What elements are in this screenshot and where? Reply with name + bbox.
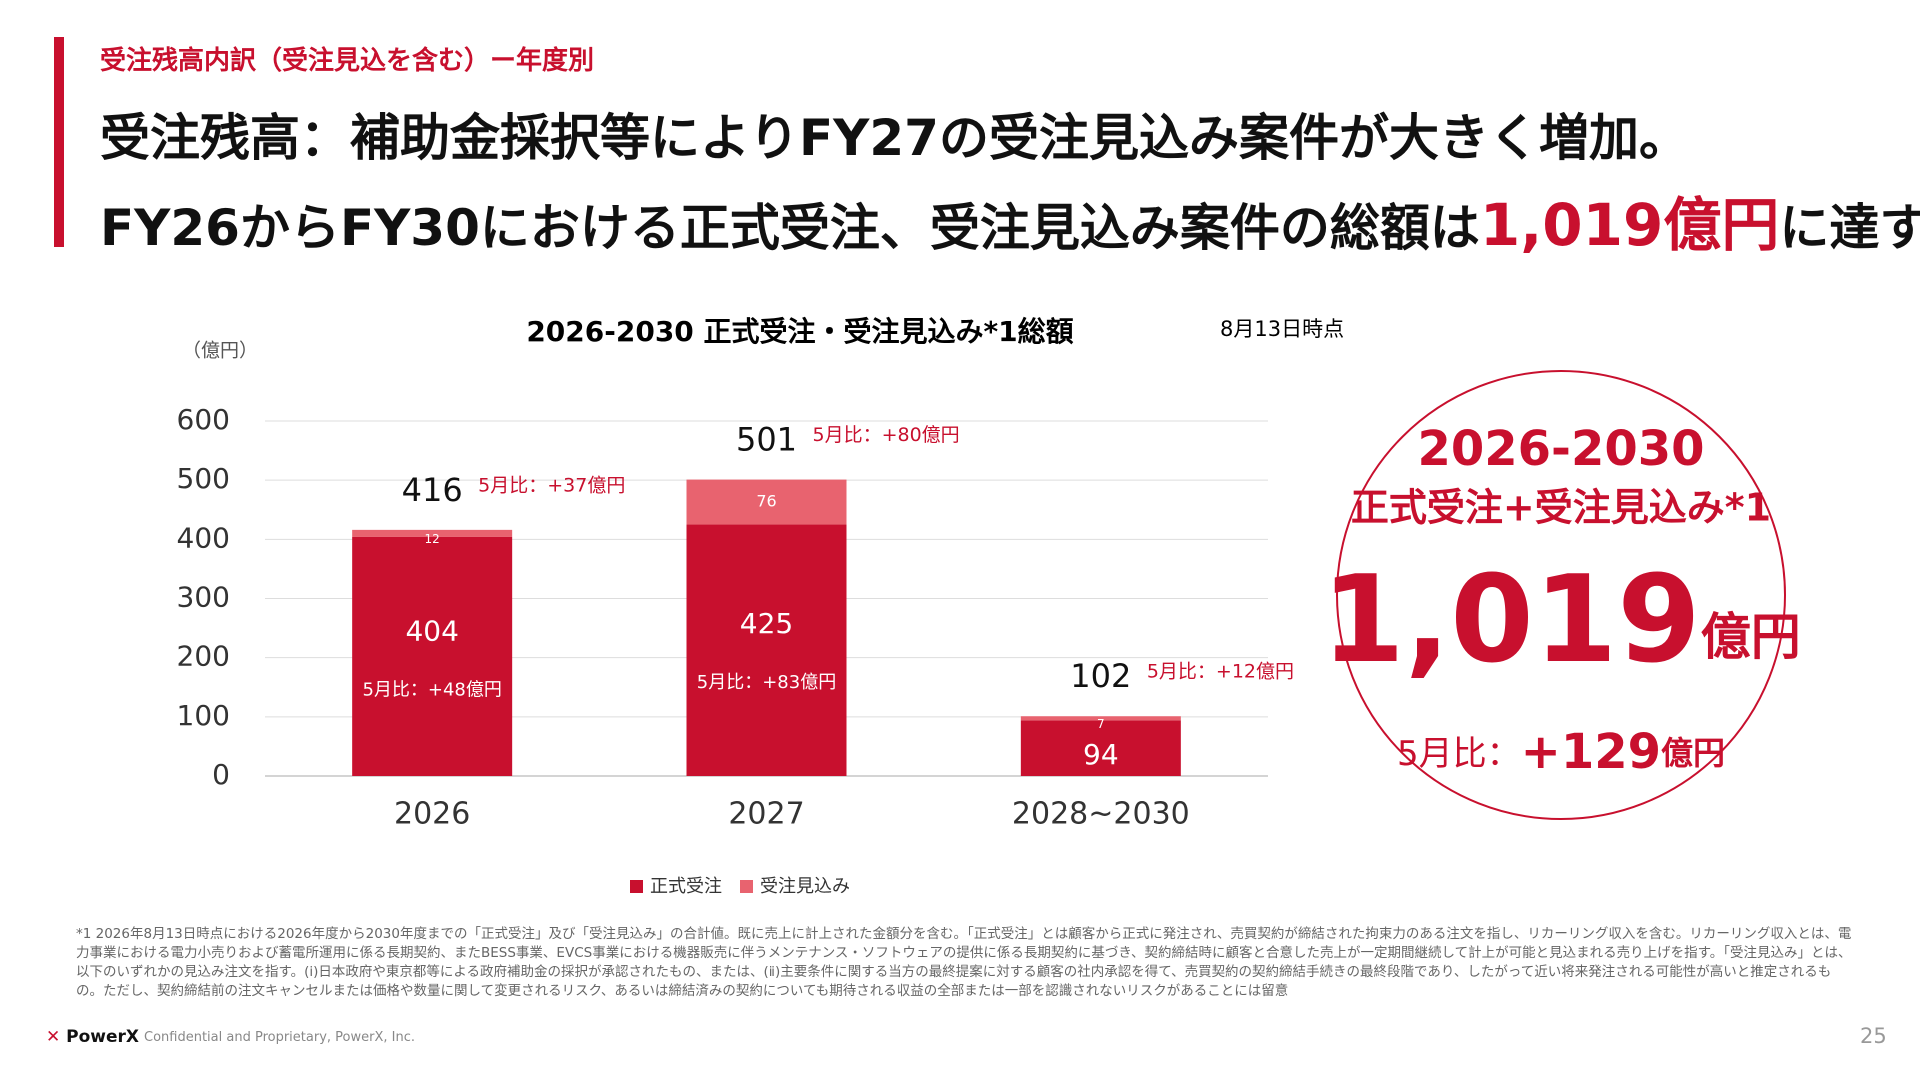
total-change-label: 5月比：+37億円 (478, 474, 625, 496)
y-tick-label: 300 (177, 581, 230, 614)
total-label: 416 (402, 471, 463, 509)
y-tick-label: 0 (212, 758, 230, 791)
segment-label: 404 (405, 615, 458, 648)
bar-segment (1020, 720, 1181, 776)
y-unit: （億円） (182, 340, 258, 362)
page-number: 25 (1860, 1024, 1887, 1048)
bar-segment (1020, 716, 1181, 721)
summary-period: 2026-2030 (1417, 421, 1704, 477)
summary-change-amount: +129 (1521, 724, 1661, 780)
footer-confidential: Confidential and Proprietary, PowerX, In… (144, 1030, 415, 1045)
x-tick-label: 2026 (394, 797, 470, 832)
y-tick-label: 500 (177, 462, 230, 495)
footnote: *1 2026年8月13日時点における2026年度から2030年度までの「正式受… (76, 926, 1852, 999)
x-tick-label: 2027 (728, 797, 804, 832)
legend-swatch (740, 880, 753, 893)
legend-swatch (630, 880, 643, 893)
logo-text: PowerX (66, 1027, 140, 1047)
bar-segment (352, 529, 513, 537)
footer-logo: ✕ PowerX (46, 1027, 140, 1047)
bar-segment (686, 479, 847, 525)
segment-label: 425 (740, 607, 793, 640)
summary-amount: 1,019 (1321, 551, 1701, 690)
segment-label: 12 (425, 532, 440, 546)
bar-segment (352, 536, 513, 776)
segment-label: 94 (1083, 738, 1119, 771)
title-highlight: 1,019億円 (1479, 191, 1780, 259)
summary-label: 正式受注+受注見込み*1 (1351, 486, 1771, 530)
y-tick-label: 600 (177, 403, 230, 436)
total-label: 501 (736, 421, 797, 459)
y-tick-label: 400 (177, 521, 230, 554)
chart-title: 2026-2030 正式受注・受注見込み*1総額 (526, 315, 1073, 348)
segment-label: 7 (1097, 717, 1105, 731)
title-text: FY26からFY30における正式受注、受注見込み案件の総額は (100, 199, 1480, 257)
change-label: 5月比：+83億円 (697, 672, 836, 693)
kicker: 受注残高内訳（受注見込を含む）ー年度別 (100, 46, 595, 76)
title-line1: 受注残高：補助金採択等によりFY27の受注見込み案件が大きく増加。 (100, 109, 1689, 167)
title-text: に達する (1779, 199, 1920, 257)
x-tick-label: 2028~2030 (1012, 797, 1190, 832)
summary-unit: 億円 (1701, 608, 1801, 666)
summary-change-prefix: 5月比： (1397, 734, 1521, 774)
summary-amount-line: 1,019億円 (1321, 551, 1801, 690)
y-tick-label: 200 (177, 640, 230, 673)
summary-circle (1336, 370, 1786, 820)
accent-bar (54, 37, 64, 247)
summary-change-unit: 億円 (1661, 734, 1725, 772)
total-change-label: 5月比：+80億円 (813, 424, 960, 446)
summary-change-line: 5月比：+129億円 (1397, 724, 1725, 780)
y-tick-label: 100 (177, 699, 230, 732)
legend-label: 受注見込み (760, 876, 850, 897)
total-label: 102 (1070, 657, 1131, 695)
chart-note: 8月13日時点 (1220, 317, 1344, 341)
legend-label: 正式受注 (650, 876, 722, 897)
total-change-label: 5月比：+12億円 (1147, 661, 1294, 683)
title-line2: FY26からFY30における正式受注、受注見込み案件の総額は1,019億円に達す… (100, 178, 1920, 262)
bar-segment (686, 524, 847, 776)
change-label: 5月比：+48億円 (362, 680, 501, 701)
segment-label: 76 (756, 492, 776, 511)
